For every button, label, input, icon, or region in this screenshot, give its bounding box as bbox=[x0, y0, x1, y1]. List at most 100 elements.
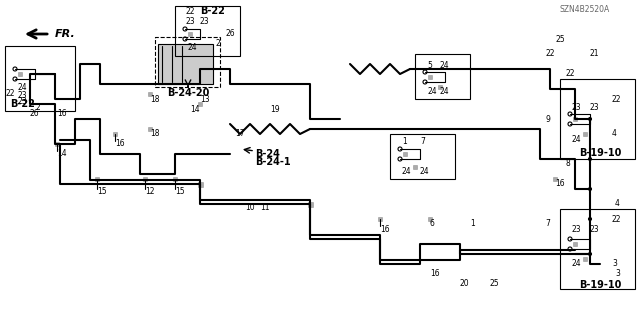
Text: 2: 2 bbox=[35, 102, 40, 112]
Bar bbox=[583, 132, 587, 136]
Bar bbox=[307, 202, 312, 206]
Bar bbox=[175, 6, 240, 56]
Text: 24: 24 bbox=[572, 259, 582, 269]
Text: 16: 16 bbox=[430, 270, 440, 278]
Text: 5: 5 bbox=[427, 62, 432, 70]
Text: B-24: B-24 bbox=[255, 149, 280, 159]
Text: B-19-10: B-19-10 bbox=[579, 148, 621, 158]
Text: 7: 7 bbox=[420, 137, 425, 145]
Bar bbox=[158, 44, 213, 84]
Text: 16: 16 bbox=[555, 180, 564, 189]
Text: 26: 26 bbox=[225, 29, 235, 39]
Text: 22: 22 bbox=[565, 70, 575, 78]
Text: 24: 24 bbox=[18, 83, 28, 92]
Text: 25: 25 bbox=[555, 34, 564, 43]
Bar bbox=[553, 177, 557, 181]
Text: 24: 24 bbox=[427, 86, 436, 95]
Text: 10: 10 bbox=[245, 203, 255, 211]
Bar bbox=[378, 217, 381, 221]
Bar bbox=[583, 257, 587, 261]
Bar bbox=[438, 85, 442, 89]
Text: 20: 20 bbox=[460, 279, 470, 288]
Text: 24: 24 bbox=[440, 86, 450, 95]
Text: 14: 14 bbox=[57, 150, 67, 159]
Text: 25: 25 bbox=[490, 279, 500, 288]
Bar bbox=[173, 177, 177, 181]
Text: 8: 8 bbox=[565, 160, 570, 168]
Bar bbox=[148, 127, 152, 131]
Bar bbox=[390, 134, 455, 179]
Text: 26: 26 bbox=[30, 109, 40, 118]
Text: 1: 1 bbox=[402, 137, 407, 145]
Text: 24: 24 bbox=[420, 167, 429, 175]
Text: 9: 9 bbox=[545, 115, 550, 123]
Bar bbox=[113, 132, 116, 136]
Text: 4: 4 bbox=[615, 199, 620, 209]
Bar bbox=[19, 72, 22, 76]
Text: 22: 22 bbox=[545, 49, 554, 58]
Text: 1: 1 bbox=[470, 219, 475, 228]
Text: 16: 16 bbox=[57, 109, 67, 118]
Text: 23: 23 bbox=[590, 225, 600, 234]
Bar bbox=[573, 117, 577, 121]
Text: 16: 16 bbox=[380, 225, 390, 234]
Text: 21: 21 bbox=[590, 49, 600, 58]
Text: 23: 23 bbox=[18, 98, 28, 107]
Text: 16: 16 bbox=[115, 139, 125, 149]
Text: 2: 2 bbox=[215, 40, 220, 48]
Text: 24: 24 bbox=[402, 167, 412, 175]
Text: 23: 23 bbox=[572, 225, 582, 234]
Bar bbox=[403, 152, 407, 156]
Bar bbox=[143, 177, 147, 181]
Bar bbox=[415, 54, 470, 99]
Text: SZN4B2520A: SZN4B2520A bbox=[560, 5, 610, 14]
Bar bbox=[428, 217, 432, 221]
Bar bbox=[560, 79, 635, 159]
Text: 7: 7 bbox=[545, 219, 550, 228]
Text: 15: 15 bbox=[97, 188, 107, 197]
Bar bbox=[155, 37, 220, 87]
Text: 12: 12 bbox=[145, 188, 154, 197]
Bar bbox=[560, 209, 635, 289]
Text: 24: 24 bbox=[187, 42, 196, 51]
Bar bbox=[95, 177, 99, 181]
Text: 22: 22 bbox=[185, 6, 195, 16]
Text: 14: 14 bbox=[190, 105, 200, 114]
Text: 11: 11 bbox=[260, 203, 269, 211]
Text: B-19-10: B-19-10 bbox=[579, 280, 621, 290]
Text: 19: 19 bbox=[270, 105, 280, 114]
Text: 13: 13 bbox=[200, 94, 210, 103]
Text: 22: 22 bbox=[5, 90, 15, 99]
Text: 22: 22 bbox=[612, 94, 621, 103]
Text: 24: 24 bbox=[572, 135, 582, 144]
Text: 22: 22 bbox=[612, 214, 621, 224]
Bar bbox=[413, 165, 417, 169]
Text: 23: 23 bbox=[572, 102, 582, 112]
Bar bbox=[55, 142, 59, 146]
Bar bbox=[148, 92, 152, 96]
Bar bbox=[188, 32, 192, 36]
Text: 23: 23 bbox=[18, 91, 28, 100]
Text: 18: 18 bbox=[150, 94, 159, 103]
Text: 17: 17 bbox=[235, 130, 244, 138]
Bar bbox=[573, 242, 577, 246]
Text: 15: 15 bbox=[175, 188, 184, 197]
Text: 23: 23 bbox=[185, 17, 195, 26]
Text: B-24-1: B-24-1 bbox=[255, 157, 291, 167]
Text: 18: 18 bbox=[150, 130, 159, 138]
Bar bbox=[198, 182, 202, 187]
Bar bbox=[198, 102, 202, 106]
Text: 6: 6 bbox=[430, 219, 435, 228]
Bar bbox=[5, 46, 75, 111]
Text: FR.: FR. bbox=[55, 29, 76, 39]
Text: 4: 4 bbox=[612, 130, 617, 138]
Text: 23: 23 bbox=[590, 102, 600, 112]
Text: 24: 24 bbox=[440, 62, 450, 70]
Text: 3: 3 bbox=[615, 270, 620, 278]
Text: B-22: B-22 bbox=[10, 99, 35, 109]
Bar bbox=[158, 44, 213, 84]
Bar bbox=[428, 75, 432, 79]
Text: B-22: B-22 bbox=[200, 6, 225, 16]
Text: B-24-20: B-24-20 bbox=[167, 88, 209, 98]
Text: 23: 23 bbox=[200, 17, 210, 26]
